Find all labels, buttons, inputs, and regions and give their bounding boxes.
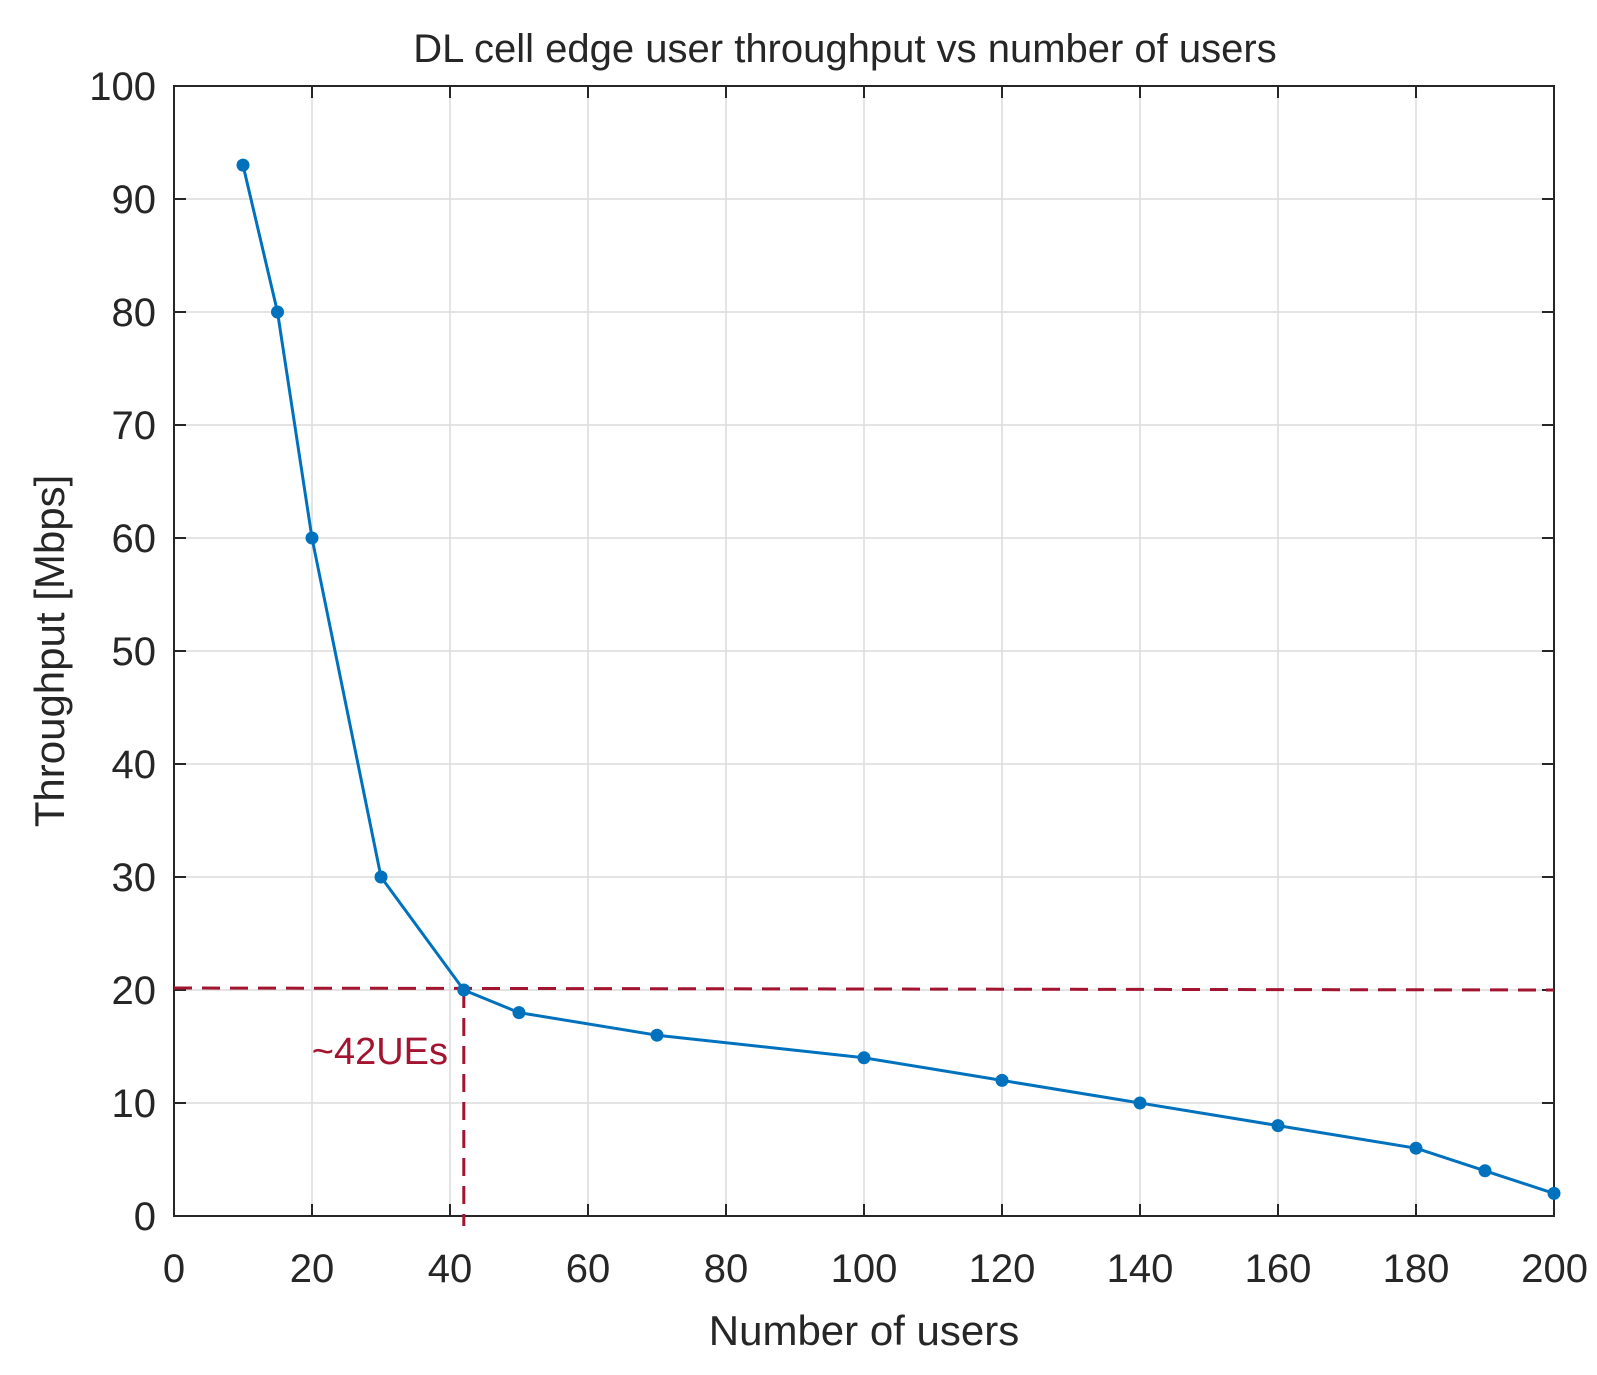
- data-point-12: [1478, 1164, 1492, 1178]
- x-axis-label: Number of users: [709, 1307, 1019, 1354]
- x-tick-label-5: 100: [831, 1247, 898, 1291]
- data-point-6: [650, 1028, 664, 1042]
- data-point-8: [995, 1073, 1009, 1087]
- y-tick-label-8: 80: [112, 291, 157, 335]
- y-tick-label-5: 50: [112, 630, 157, 674]
- y-tick-label-1: 10: [112, 1082, 157, 1126]
- series-line: [241, 164, 1555, 1195]
- threshold-lines: [173, 986, 1555, 1226]
- data-point-11: [1409, 1141, 1423, 1155]
- data-point-13: [1547, 1186, 1561, 1200]
- data-point-1: [271, 305, 284, 319]
- y-tick-label-10: 100: [89, 65, 156, 109]
- x-tick-label-1: 20: [290, 1247, 335, 1291]
- y-tick-label-9: 90: [112, 178, 157, 222]
- data-point-5: [512, 1006, 526, 1020]
- y-tick-label-7: 70: [112, 404, 157, 448]
- x-tick-label-9: 180: [1383, 1247, 1450, 1291]
- threshold-horizontal-line: [173, 986, 1555, 992]
- y-tick-labels: 0 10 20 30 40 50 60 70 80 90 100: [89, 65, 156, 1239]
- threshold-annotation-label: ~42UEs: [312, 1031, 448, 1073]
- data-point-10: [1271, 1119, 1285, 1133]
- x-tick-label-7: 140: [1107, 1247, 1174, 1291]
- data-point-4: [457, 983, 471, 997]
- x-tick-label-4: 80: [704, 1247, 749, 1291]
- x-tick-label-8: 160: [1245, 1247, 1312, 1291]
- grid: [174, 86, 1554, 1216]
- data-point-7: [857, 1051, 871, 1065]
- series-points: [236, 158, 1561, 1200]
- y-tick-label-6: 60: [112, 517, 157, 561]
- y-axis-label: Throughput [Mbps]: [26, 475, 73, 828]
- data-point-9: [1133, 1096, 1147, 1110]
- data-point-3: [374, 870, 388, 884]
- x-tick-labels: 0 20 40 60 80 100 120 140 160 180 200: [163, 1247, 1588, 1291]
- series: [236, 158, 1561, 1200]
- chart-title: DL cell edge user throughput vs number o…: [413, 27, 1276, 71]
- x-tick-label-3: 60: [566, 1247, 611, 1291]
- x-tick-label-6: 120: [969, 1247, 1036, 1291]
- x-tick-label-10: 200: [1521, 1247, 1588, 1291]
- y-tick-label-2: 20: [112, 969, 157, 1013]
- data-point-2: [305, 531, 319, 545]
- x-tick-label-2: 40: [428, 1247, 473, 1291]
- y-tick-label-0: 0: [134, 1195, 156, 1239]
- y-tick-label-3: 30: [112, 856, 157, 900]
- data-point-0: [236, 158, 250, 172]
- x-tick-label-0: 0: [163, 1247, 185, 1291]
- y-tick-label-4: 40: [112, 743, 157, 787]
